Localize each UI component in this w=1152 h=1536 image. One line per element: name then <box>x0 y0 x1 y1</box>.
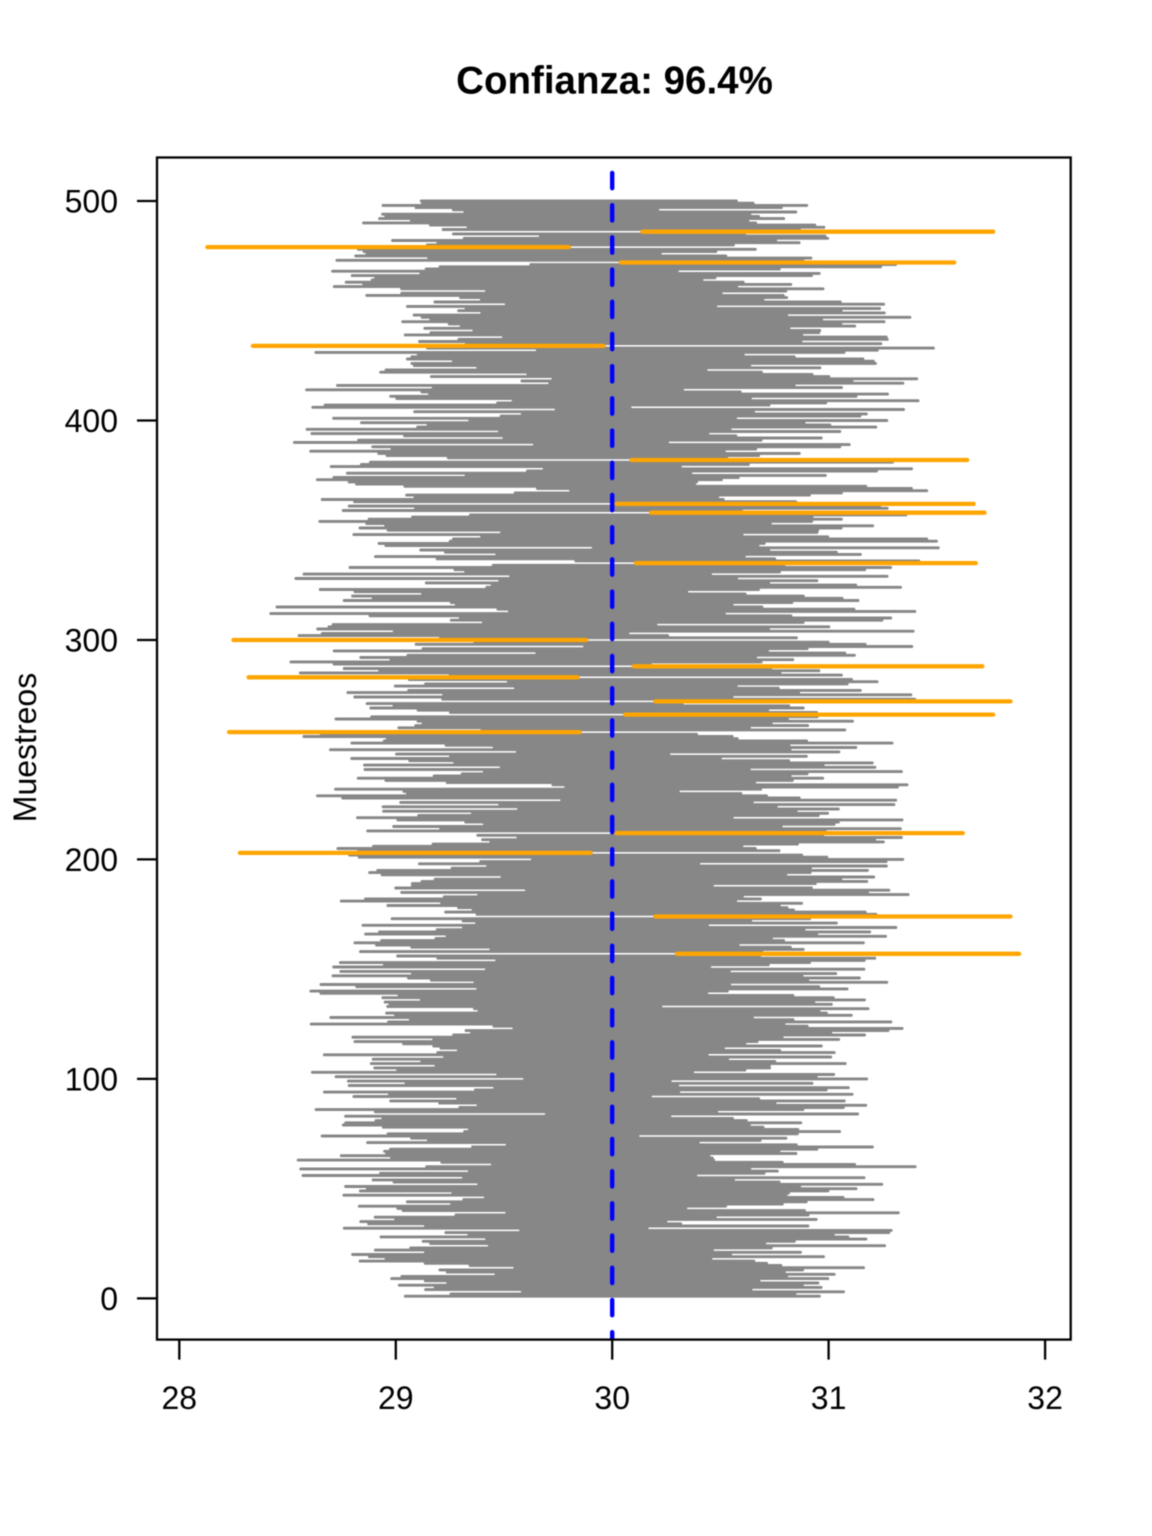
svg-text:300: 300 <box>65 623 118 659</box>
svg-text:400: 400 <box>65 403 118 439</box>
svg-text:29: 29 <box>378 1380 414 1416</box>
svg-text:Confianza: 96.4%: Confianza: 96.4% <box>456 60 773 103</box>
svg-text:0: 0 <box>100 1281 118 1317</box>
svg-text:200: 200 <box>65 842 118 878</box>
svg-text:100: 100 <box>65 1061 118 1097</box>
svg-text:28: 28 <box>162 1380 198 1416</box>
svg-text:32: 32 <box>1027 1380 1063 1416</box>
svg-text:30: 30 <box>594 1380 630 1416</box>
svg-text:Muestreos: Muestreos <box>7 673 43 822</box>
svg-text:500: 500 <box>65 184 118 220</box>
svg-text:31: 31 <box>811 1380 847 1416</box>
